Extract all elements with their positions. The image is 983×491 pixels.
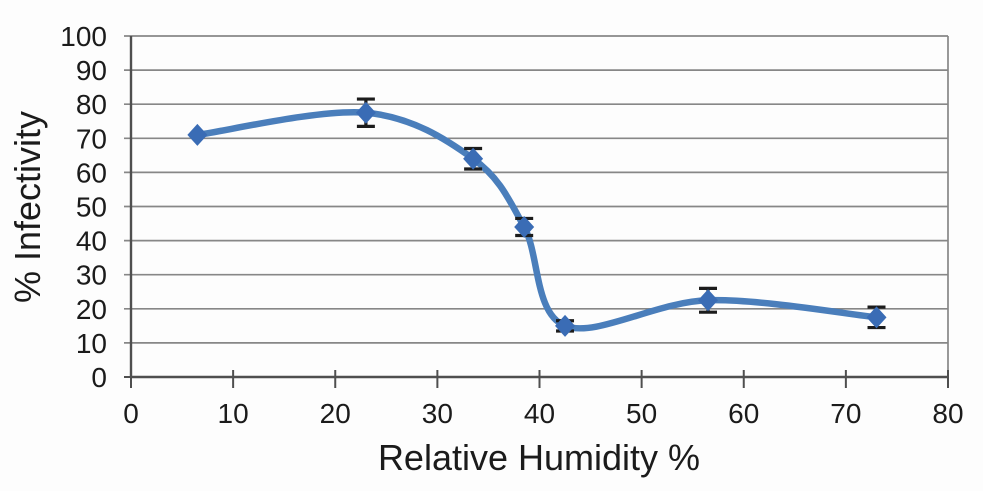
series-layer xyxy=(187,97,887,337)
data-point-marker xyxy=(187,123,208,146)
y-tick-label: 60 xyxy=(76,157,107,188)
x-axis-title: Relative Humidity % xyxy=(378,437,700,478)
y-tick-label: 70 xyxy=(76,123,107,154)
data-point-marker xyxy=(555,314,576,337)
data-point-marker xyxy=(355,101,376,124)
y-tick-label: 30 xyxy=(76,260,107,291)
x-tick-label: 30 xyxy=(422,398,453,429)
data-point-marker xyxy=(463,147,484,170)
axes-layer xyxy=(124,36,949,388)
x-tick-label: 10 xyxy=(218,398,249,429)
x-tick-label: 50 xyxy=(626,398,657,429)
gridlines-layer xyxy=(124,35,949,377)
x-tick-label: 60 xyxy=(728,398,759,429)
y-tick-label: 80 xyxy=(76,89,107,120)
y-tick-label: 10 xyxy=(76,328,107,359)
y-tick-label: 100 xyxy=(60,21,107,52)
x-tick-label: 80 xyxy=(932,398,963,429)
y-tick-label: 0 xyxy=(91,362,107,393)
data-point-marker xyxy=(698,289,719,312)
y-tick-label: 90 xyxy=(76,55,107,86)
x-tick-label: 70 xyxy=(830,398,861,429)
data-point-marker xyxy=(514,215,535,238)
y-tick-label: 40 xyxy=(76,226,107,257)
y-axis-title: % Infectivity xyxy=(7,111,48,303)
data-point-marker xyxy=(866,306,887,329)
y-tick-label: 50 xyxy=(76,192,107,223)
y-tick-label: 20 xyxy=(76,294,107,325)
x-tick-label: 40 xyxy=(524,398,555,429)
x-tick-label: 0 xyxy=(123,398,139,429)
series-curve xyxy=(194,109,880,332)
x-tick-label: 20 xyxy=(320,398,351,429)
